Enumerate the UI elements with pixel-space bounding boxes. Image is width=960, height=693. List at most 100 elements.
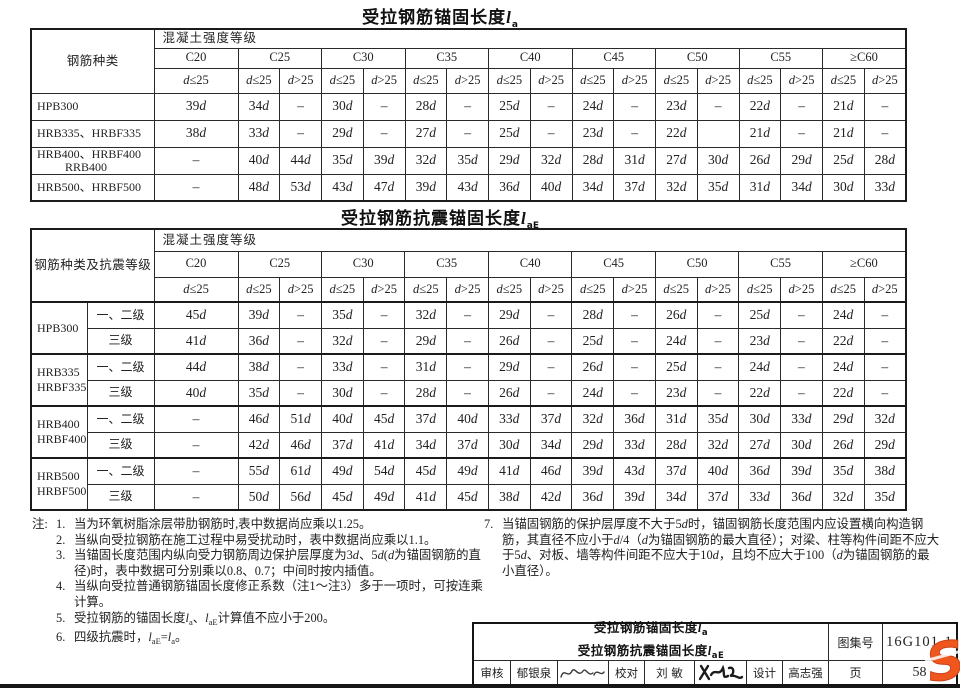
- note-item: 5. 受拉钢筋的锚固长度la、laE计算值不应小于200。: [32, 611, 484, 631]
- value-cell: 55d: [237, 457, 281, 485]
- grade-column-header: C25: [237, 250, 322, 278]
- table-row: HRB400 HRBF400 一、二级 –46d 51d 40d 45d 37d 40d 33d 3…: [30, 405, 907, 459]
- grade-column-header: C30: [321, 47, 406, 69]
- value-cell: –: [529, 327, 573, 355]
- value-cell: –: [362, 301, 406, 329]
- note-number: 7.: [484, 517, 494, 531]
- diameter-column-header: d>25: [279, 276, 322, 303]
- value-cell: –: [446, 353, 489, 381]
- note-number: 5.: [56, 610, 66, 625]
- note-item: 3. 当锚固长度范围内纵向受力钢筋周边保护层厚度为3d、5d(d为锚固钢筋的直径)…: [32, 548, 484, 579]
- value-cell: 33d: [487, 405, 531, 433]
- value-cell: 33d: [613, 431, 656, 459]
- row-group-label: HRB400 HRBF400: [30, 405, 88, 459]
- value-cell: –: [362, 327, 406, 355]
- table-header-row: C20 C25 C30 C35 C40 C45 C50 C55 ≥C60: [31, 47, 907, 69]
- diameter-column-header: d≤25: [571, 276, 615, 303]
- proofreader-name: 刘 敏: [645, 661, 695, 684]
- value-cell: 47d: [362, 173, 406, 202]
- value-cell: 25d: [571, 327, 615, 355]
- diameter-column-header: d≤25: [655, 67, 698, 94]
- value-cell: 46d: [529, 457, 573, 485]
- diameter-column-header: d≤25: [237, 67, 281, 94]
- table-header-row: d≤25 d≤25 d>25 d≤25 d>25 d≤25 d>25 d≤25 d>25 d≤25…: [31, 67, 907, 94]
- value-cell: 24d: [654, 327, 698, 355]
- table-header-row: C20 C25 C30 C35 C40 C45 C50 C55 ≥C60: [31, 250, 907, 278]
- value-cell: –: [446, 327, 489, 355]
- diameter-column-header: d≤25: [237, 276, 281, 303]
- diameter-column-header: d≤25: [821, 276, 865, 303]
- grade-column-header: C20: [153, 250, 239, 278]
- value-cell: [696, 119, 740, 148]
- concrete-grade-header: 混凝土强度等级: [153, 28, 907, 49]
- value-cell: –: [863, 379, 907, 407]
- value-cell: 38d: [863, 457, 907, 485]
- note-text: 当纵向受拉普通钢筋锚固长度修正系数（注1～注3）多于一项时，可按连乘计算。: [74, 579, 483, 609]
- value-cell: 32d: [863, 405, 907, 433]
- value-cell: 54d: [362, 457, 406, 485]
- value-cell: 39d: [613, 483, 656, 511]
- value-cell: 24d: [738, 353, 782, 381]
- value-cell: 36d: [780, 483, 823, 511]
- value-cell: 29d: [821, 405, 865, 433]
- value-cell: –: [529, 119, 573, 148]
- value-cell: 37d: [320, 431, 364, 459]
- value-cell: 28d: [404, 92, 448, 121]
- diameter-column-header: d≤25: [488, 67, 531, 94]
- diameter-column-header: d>25: [863, 67, 907, 94]
- value-cell: –: [153, 146, 239, 175]
- design-label: 设计: [747, 661, 783, 684]
- note-item: 7. 当锚固钢筋的保护层厚度不大于5d时，锚固钢筋长度范围内应设置横向构造钢筋，其…: [484, 517, 940, 579]
- proofreader-signature-cell: [695, 661, 747, 684]
- note-item: 4. 当纵向受拉普通钢筋锚固长度修正系数（注1～注3）多于一项时，可按连乘计算。: [32, 579, 484, 610]
- value-cell: 34d: [654, 483, 698, 511]
- title-block-main: 受拉钢筋锚固长度la 受拉钢筋抗震锚固长度laE 审核 郁银泉 校对 刘 敏: [474, 620, 828, 684]
- value-cell: 33d: [780, 405, 823, 433]
- value-cell: –: [153, 405, 239, 433]
- value-cell: 32d: [404, 301, 448, 329]
- reviewer-signature-cell: [558, 661, 609, 684]
- note-text: 当锚固钢筋的保护层厚度不大于5d时，锚固钢筋长度范围内应设置横向构造钢筋，其直径…: [502, 517, 940, 578]
- note-number: 3.: [56, 548, 66, 563]
- value-cell: –: [780, 379, 823, 407]
- value-cell: 49d: [320, 457, 364, 485]
- value-cell: –: [613, 301, 656, 329]
- value-cell: –: [613, 353, 656, 381]
- value-cell: 30d: [738, 405, 782, 433]
- value-cell: 27d: [404, 119, 448, 148]
- value-cell: 40d: [529, 173, 573, 202]
- review-label: 审核: [474, 661, 511, 684]
- seismic-grade-label: 三级: [86, 483, 155, 511]
- value-cell: 40d: [446, 405, 489, 433]
- grade-column-header: C25: [237, 47, 322, 69]
- value-cell: 23d: [738, 327, 782, 355]
- diameter-column-header: d≤25: [153, 67, 239, 94]
- value-cell: 56d: [279, 483, 322, 511]
- row-label-line: HRB400: [37, 417, 80, 431]
- value-cell: 35d: [696, 405, 740, 433]
- value-cell: 26d: [487, 327, 531, 355]
- value-cell: 41d: [153, 327, 239, 355]
- row-label-line: RRB400: [65, 159, 108, 174]
- value-cell: 29d: [780, 146, 823, 175]
- note-text: 当为环氧树脂涂层带肋钢筋时,表中数据尚应乘以1.25。: [74, 517, 372, 531]
- value-cell: 41d: [404, 483, 448, 511]
- value-cell: 26d: [487, 379, 531, 407]
- value-cell: 29d: [404, 327, 448, 355]
- value-cell: 28d: [654, 431, 698, 459]
- value-cell: 36d: [571, 483, 615, 511]
- value-cell: 39d: [571, 457, 615, 485]
- value-cell: 28d: [863, 146, 907, 175]
- value-cell: 29d: [487, 353, 531, 381]
- value-cell: 35d: [696, 173, 740, 202]
- value-cell: 30d: [487, 431, 531, 459]
- anchorage-length-table: 钢筋种类 混凝土强度等级 C20 C25 C30 C35 C40 C45 C50 C55 ≥C60 d…: [30, 28, 907, 202]
- value-cell: 40d: [153, 379, 239, 407]
- value-cell: 29d: [487, 301, 531, 329]
- value-cell: 43d: [446, 173, 489, 202]
- value-cell: –: [696, 353, 740, 381]
- grade-column-header: ≥C60: [822, 47, 907, 69]
- seismic-grade-label: 一、二级: [86, 457, 155, 485]
- value-cell: 23d: [655, 92, 698, 121]
- value-cell: 51d: [279, 405, 322, 433]
